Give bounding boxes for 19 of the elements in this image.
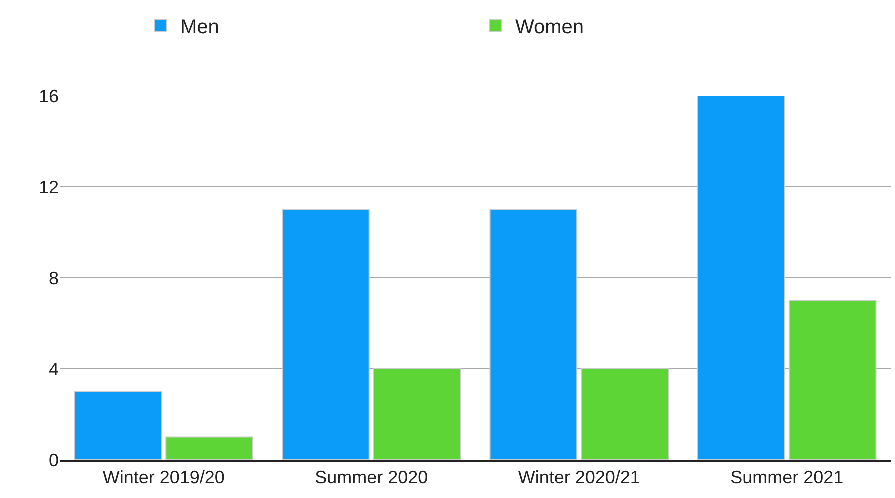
- legend-label: Women: [516, 16, 584, 38]
- y-tick-label: 12: [38, 177, 59, 198]
- y-tick-label: 8: [48, 268, 59, 288]
- bar: [74, 391, 162, 460]
- bar: [698, 96, 786, 460]
- bar: [282, 209, 370, 460]
- bar: [581, 368, 669, 460]
- bar: [490, 209, 578, 460]
- x-tick-label: Winter 2019/20: [102, 467, 225, 488]
- bar: [788, 300, 877, 460]
- y-tick-label: 4: [48, 359, 59, 380]
- bar: [166, 436, 254, 460]
- y-tick-label: 16: [38, 86, 59, 106]
- x-tick-label: Summer 2020: [315, 467, 428, 488]
- bar: [373, 368, 462, 460]
- legend-label: Men: [180, 16, 220, 38]
- x-tick-label: Summer 2021: [730, 467, 844, 488]
- y-tick-label: 0: [48, 450, 59, 470]
- x-tick-label: Winter 2020/21: [518, 467, 640, 488]
